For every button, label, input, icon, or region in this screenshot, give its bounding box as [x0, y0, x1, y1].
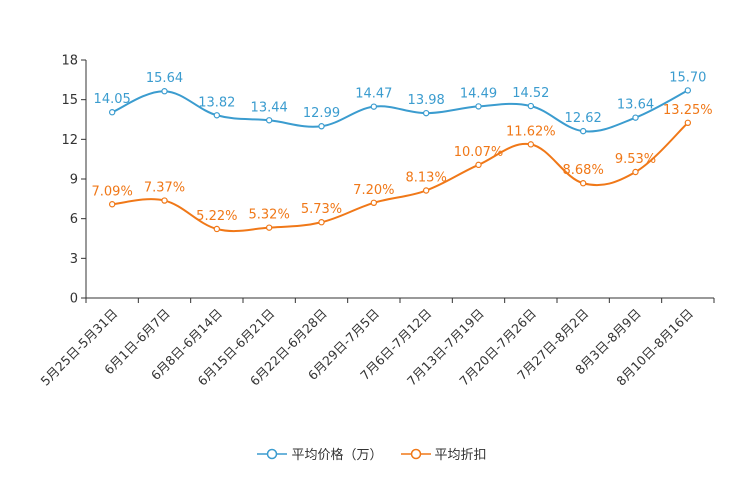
data-point	[265, 224, 273, 231]
data-label: 14.47	[355, 87, 392, 102]
data-label: 5.22%	[196, 209, 237, 224]
data-label: 7.37%	[144, 181, 185, 196]
series-line	[111, 89, 689, 133]
data-point	[632, 168, 639, 176]
data-label: 13.25%	[663, 103, 713, 118]
data-point	[579, 180, 587, 187]
data-point	[475, 161, 482, 169]
legend-label-discount: 平均折扣	[434, 448, 487, 463]
data-label: 13.98	[408, 93, 445, 108]
data-point	[108, 109, 116, 116]
data-point	[527, 141, 535, 148]
data-point	[632, 114, 639, 121]
data-label: 13.64	[617, 98, 654, 113]
data-point	[684, 87, 692, 94]
data-label: 14.49	[460, 86, 497, 101]
legend-item-price[interactable]: 平均价格（万）	[257, 444, 383, 463]
series-0: 14.05 15.64 13.82 13.44 12.99 14.47 13.98 14.49…	[94, 70, 706, 135]
data-label: 10.07%	[454, 145, 504, 160]
series-1: 7.09% 7.37% 5.22% 5.32% 5.73% 7.20% 8.13% 10.07…	[92, 103, 713, 233]
y-tick-label: 9	[70, 173, 78, 188]
data-label: 9.53%	[615, 152, 656, 167]
y-tick-label: 15	[61, 93, 78, 108]
y-tick-label: 6	[70, 212, 78, 227]
data-point	[213, 112, 221, 119]
legend-label-price: 平均价格（万）	[291, 448, 383, 463]
data-point	[370, 103, 378, 110]
y-tick-label: 0	[70, 292, 78, 307]
data-label: 5.73%	[301, 202, 342, 217]
data-point	[318, 123, 325, 130]
data-point	[318, 219, 325, 226]
data-label: 8.13%	[406, 171, 447, 186]
data-label: 13.82	[198, 95, 235, 110]
y-tick-label: 18	[61, 54, 78, 69]
data-label: 8.68%	[563, 163, 604, 178]
data-label: 12.62	[565, 111, 602, 126]
data-label: 13.44	[251, 100, 288, 115]
data-label: 12.99	[303, 106, 340, 121]
series-layer: 14.05 15.64 13.82 13.44 12.99 14.47 13.98 14.49…	[92, 70, 713, 233]
data-point	[527, 102, 535, 110]
data-point	[579, 127, 587, 135]
legend-item-discount[interactable]: 平均折扣	[400, 444, 487, 463]
data-label: 15.70	[669, 70, 706, 85]
data-point	[265, 117, 273, 124]
data-point	[108, 201, 116, 208]
data-label: 14.05	[94, 92, 131, 107]
legend: 平均价格（万） 平均折扣	[0, 444, 744, 463]
data-point	[161, 88, 168, 95]
data-label: 5.32%	[249, 208, 290, 223]
legend-line-circle-icon	[257, 448, 288, 459]
axes: 03691215185月25日-5月31日6月1日-6月7日6月8日-6月14日…	[38, 54, 715, 389]
data-point	[422, 109, 430, 117]
data-label: 11.62%	[506, 124, 556, 139]
x-category-label: 5月25日-5月31日	[38, 306, 121, 389]
data-label: 7.20%	[353, 183, 394, 198]
data-point	[422, 187, 430, 194]
data-label: 7.09%	[92, 184, 133, 199]
legend-line-circle-icon	[400, 448, 431, 459]
data-point	[213, 225, 221, 233]
data-point	[161, 197, 168, 204]
y-tick-label: 3	[70, 252, 78, 267]
data-label: 14.52	[512, 86, 549, 101]
data-label: 15.64	[146, 71, 183, 86]
data-point	[684, 119, 692, 127]
y-tick-label: 12	[61, 133, 78, 148]
data-point	[475, 103, 482, 110]
line-chart: 03691215185月25日-5月31日6月1日-6月7日6月8日-6月14日…	[38, 54, 715, 389]
data-point	[370, 199, 378, 206]
